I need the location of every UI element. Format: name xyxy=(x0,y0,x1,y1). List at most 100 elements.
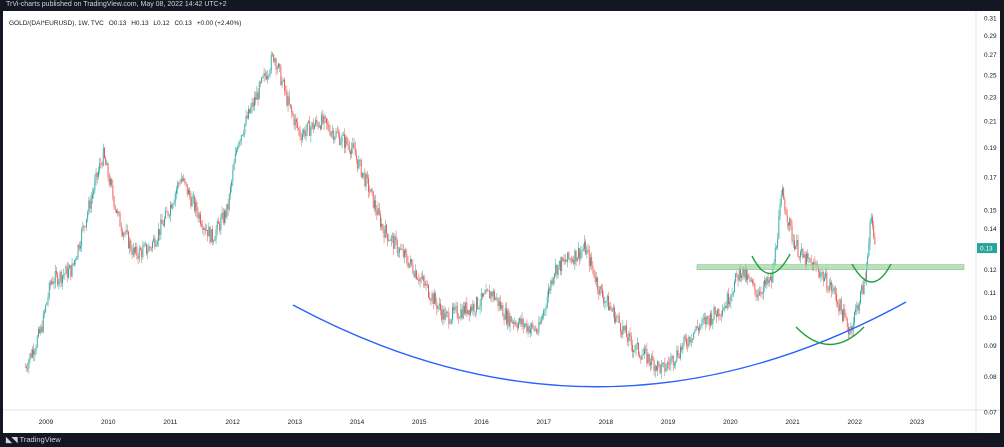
candle-body xyxy=(118,211,120,214)
chart-pane[interactable] xyxy=(3,11,1000,433)
candle-body xyxy=(64,273,66,275)
candle-body xyxy=(215,229,217,240)
candle-body xyxy=(792,240,794,242)
candle-body xyxy=(354,148,356,156)
candle-body xyxy=(749,277,751,282)
candle-body xyxy=(383,230,385,238)
candle-body xyxy=(844,309,846,316)
candle-body xyxy=(555,264,557,274)
candle-body xyxy=(36,336,38,348)
candle-body xyxy=(514,322,516,324)
candle-body xyxy=(160,219,162,235)
candle-body xyxy=(549,288,551,291)
candle-body xyxy=(694,330,696,333)
candle-body xyxy=(453,306,455,311)
candle-body xyxy=(431,293,433,301)
candle-body xyxy=(616,316,618,318)
candle-body xyxy=(802,248,804,258)
candle-body xyxy=(585,241,587,255)
candle-body xyxy=(117,211,119,214)
candle-body xyxy=(732,292,734,295)
candle-body xyxy=(837,301,839,305)
publish-bar: TrVi-charts published on TradingView.com… xyxy=(0,0,1004,10)
candle-body xyxy=(334,137,336,141)
candle-body xyxy=(281,81,283,86)
candle-body xyxy=(255,97,257,101)
legend-symbol: GOLD/(DAI*EURUSD), 1W, TVC xyxy=(9,20,104,27)
candle-body xyxy=(62,275,63,284)
candle-body xyxy=(179,182,181,184)
candle-body xyxy=(510,316,512,323)
candle-body xyxy=(327,123,329,125)
candle-body xyxy=(250,107,252,113)
candle-body xyxy=(608,295,609,311)
last-price-label: 0.13 xyxy=(980,246,993,253)
candle-body xyxy=(321,114,323,129)
x-tick-label: 2022 xyxy=(848,419,863,426)
candle-body xyxy=(318,125,320,128)
tradingview-logo[interactable]: ◣◥ TradingView xyxy=(6,435,61,445)
candle-body xyxy=(356,155,357,160)
candle-body xyxy=(551,280,553,284)
candle-body xyxy=(53,282,55,284)
candle-body xyxy=(575,250,577,262)
candle-body xyxy=(663,362,665,364)
candle-body xyxy=(305,130,307,137)
candle-body xyxy=(90,198,92,209)
candle-body xyxy=(845,315,847,319)
candle-body xyxy=(214,239,216,242)
candle-body xyxy=(707,316,709,319)
legend-low: L0.12 xyxy=(153,20,170,27)
candle-body xyxy=(131,250,133,256)
y-tick-label: 0.08 xyxy=(984,374,997,381)
candle-body xyxy=(796,240,798,246)
candle-body xyxy=(66,266,68,278)
candle-body xyxy=(251,102,253,108)
candle-body xyxy=(872,216,873,226)
candle-body xyxy=(716,313,717,317)
candle-body xyxy=(797,240,799,257)
candle-body xyxy=(161,219,163,224)
candle-body xyxy=(190,196,192,207)
candle-body xyxy=(280,66,282,86)
candle-body xyxy=(533,326,535,331)
candle-body xyxy=(276,67,278,70)
candle-body xyxy=(658,361,660,365)
candle-body xyxy=(370,189,372,193)
candle-body xyxy=(150,247,152,249)
candle-body xyxy=(233,163,235,171)
candle-body xyxy=(188,189,189,195)
candle-body xyxy=(359,159,361,161)
candle-body xyxy=(450,319,452,324)
candle-body xyxy=(676,350,678,361)
candle-body xyxy=(440,303,441,311)
candle-body xyxy=(146,243,147,254)
candle-body xyxy=(200,213,201,225)
candle-body xyxy=(226,204,228,218)
candle-body xyxy=(561,257,563,272)
candle-body xyxy=(838,304,840,312)
candle-body xyxy=(94,180,96,191)
candle-body xyxy=(224,210,225,223)
candle-body xyxy=(33,349,35,355)
candle-body xyxy=(287,96,289,106)
candle-body xyxy=(526,323,528,332)
candle-body xyxy=(719,314,721,316)
candle-body xyxy=(184,178,186,183)
candle-body xyxy=(273,54,275,62)
candle-body xyxy=(30,353,32,358)
candle-body xyxy=(834,287,836,295)
candle-body xyxy=(641,355,643,360)
candle-body xyxy=(218,221,219,224)
candle-body xyxy=(344,134,345,148)
candle-body xyxy=(275,58,277,70)
candle-body xyxy=(315,120,317,126)
candle-body xyxy=(81,229,83,246)
candle-body xyxy=(521,318,523,325)
candle-body xyxy=(252,102,254,107)
candle-body xyxy=(326,118,327,124)
candle-body xyxy=(135,246,137,253)
candle-body xyxy=(69,265,71,269)
candle-body xyxy=(405,250,407,255)
